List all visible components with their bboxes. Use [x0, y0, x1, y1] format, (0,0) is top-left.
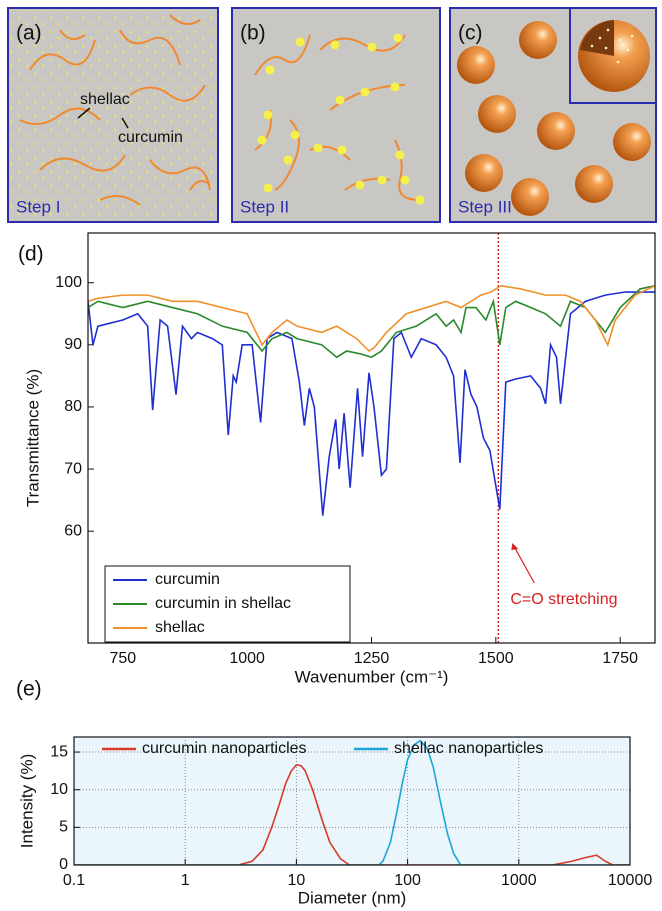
step-label: Step III	[458, 197, 512, 216]
annotation: C=O stretching	[510, 591, 617, 608]
panel-label: (e)	[16, 678, 42, 701]
series-line	[74, 739, 630, 865]
x-tick-label: 0.1	[63, 872, 85, 889]
legend-label: curcumin nanoparticles	[142, 740, 307, 757]
series-line	[88, 284, 655, 353]
y-axis-label: Intensity (%)	[17, 754, 36, 848]
panel-label: (a)	[16, 22, 42, 45]
series-line	[88, 285, 655, 359]
x-tick-label: 100	[394, 872, 421, 889]
step-label: Step II	[240, 197, 289, 216]
x-axis-label: Diameter (nm)	[298, 888, 407, 907]
curcumin-dots	[257, 33, 425, 205]
x-tick-label: 1	[181, 872, 190, 889]
x-tick-label: 1000	[501, 872, 537, 889]
shellac-chains	[19, 14, 211, 206]
y-tick-label: 15	[50, 743, 68, 760]
x-tick-label: 10000	[608, 872, 653, 889]
x-tick-label: 10	[288, 872, 306, 889]
legend-label: curcumin in shellac	[155, 595, 291, 612]
plot-area	[74, 737, 630, 865]
panel-label: (d)	[18, 243, 44, 266]
x-tick-label: 1750	[602, 650, 638, 667]
series-line	[74, 763, 630, 865]
panel-label: (b)	[240, 22, 266, 45]
x-tick-label: 1500	[478, 650, 514, 667]
y-tick-label: 100	[55, 274, 82, 291]
y-tick-label: 70	[64, 460, 82, 477]
nanoparticles	[457, 21, 651, 216]
panel-label: (c)	[458, 22, 483, 45]
curcumin-dots	[10, 10, 216, 220]
pointer	[121, 117, 129, 129]
series-line	[88, 291, 655, 516]
y-tick-label: 60	[64, 522, 82, 539]
y-tick-label: 10	[50, 781, 68, 798]
step-label: Step I	[16, 197, 60, 216]
annotation-arrowhead	[511, 543, 519, 550]
plot-frame	[73, 736, 631, 866]
y-axis-label: Transmittance (%)	[23, 369, 42, 507]
panel-b: (b) Step II	[231, 7, 441, 223]
y-tick-label: 5	[59, 819, 68, 836]
label: shellac	[80, 91, 130, 108]
inset-dots	[590, 28, 634, 64]
plot-frame	[87, 232, 656, 644]
legend-label: shellac	[155, 619, 205, 636]
label: curcumin	[118, 129, 183, 146]
legend-label: shellac nanoparticles	[394, 740, 543, 757]
pointer	[77, 107, 91, 119]
panel-a: (a) shellac curcumin Step I	[7, 7, 219, 223]
y-tick-label: 80	[64, 398, 82, 415]
y-tick-label: 0	[59, 856, 68, 873]
x-tick-label: 750	[109, 650, 136, 667]
x-tick-label: 1000	[229, 650, 265, 667]
annotation-arrow	[513, 546, 535, 584]
panel-c: (c) Step III	[449, 7, 657, 223]
legend-label: curcumin	[155, 571, 220, 588]
x-axis-label: Wavenumber (cm⁻¹)	[295, 667, 449, 686]
y-tick-label: 90	[64, 336, 82, 353]
x-tick-label: 1250	[354, 650, 390, 667]
